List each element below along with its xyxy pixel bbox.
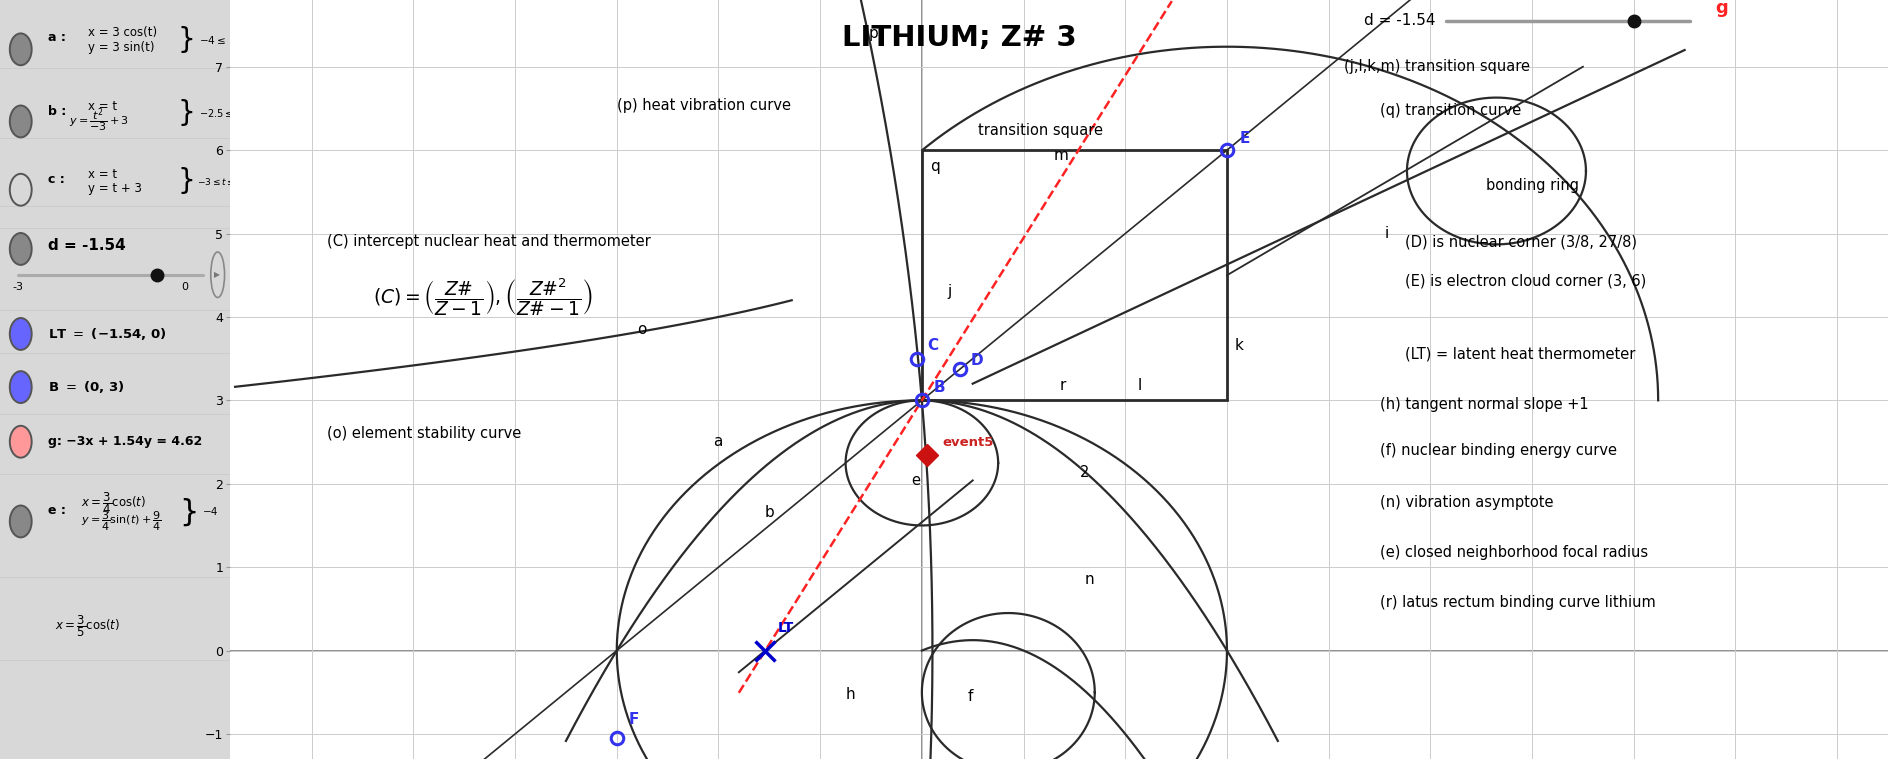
- Text: F: F: [629, 712, 640, 727]
- Text: LITHIUM; Z# 3: LITHIUM; Z# 3: [842, 24, 1076, 52]
- Text: (LT) = latent heat thermometer: (LT) = latent heat thermometer: [1405, 347, 1635, 361]
- Text: (f) nuclear binding energy curve: (f) nuclear binding energy curve: [1380, 442, 1616, 458]
- Ellipse shape: [9, 106, 32, 137]
- Text: $x = \dfrac{3}{5}\cos(t)$: $x = \dfrac{3}{5}\cos(t)$: [55, 613, 121, 639]
- Text: (C) intercept nuclear heat and thermometer: (C) intercept nuclear heat and thermomet…: [327, 234, 651, 249]
- Text: (o) element stability curve: (o) element stability curve: [327, 426, 521, 441]
- Ellipse shape: [9, 371, 32, 403]
- Text: x = 3 cos(t): x = 3 cos(t): [87, 26, 157, 39]
- Text: (h) tangent normal slope +1: (h) tangent normal slope +1: [1380, 397, 1588, 411]
- Ellipse shape: [9, 426, 32, 458]
- Ellipse shape: [9, 505, 32, 537]
- Text: a :: a :: [49, 30, 66, 44]
- Text: d = -1.54: d = -1.54: [1363, 14, 1435, 28]
- Text: transition square: transition square: [978, 123, 1103, 138]
- Text: g: g: [1714, 0, 1728, 17]
- Text: (q) transition curve: (q) transition curve: [1380, 103, 1520, 118]
- Text: ▶: ▶: [213, 270, 221, 279]
- Text: (e) closed neighborhood focal radius: (e) closed neighborhood focal radius: [1380, 545, 1648, 560]
- Text: y = 3 sin(t): y = 3 sin(t): [87, 41, 155, 55]
- Text: 2: 2: [1080, 465, 1089, 480]
- Text: $-4\leq$ t: $-4\leq$ t: [200, 34, 236, 46]
- Text: }: }: [177, 27, 194, 54]
- Ellipse shape: [9, 233, 32, 265]
- Text: B: B: [935, 380, 946, 395]
- Text: r: r: [1059, 378, 1065, 393]
- Text: p: p: [868, 26, 878, 40]
- Text: i: i: [1384, 225, 1390, 241]
- Text: }: }: [177, 168, 194, 195]
- Text: m: m: [1054, 148, 1069, 163]
- Text: $y=\dfrac{t^2}{-3}+3$: $y=\dfrac{t^2}{-3}+3$: [70, 107, 128, 134]
- Text: (p) heat vibration curve: (p) heat vibration curve: [617, 98, 791, 113]
- Text: l: l: [1137, 378, 1142, 393]
- Text: −4: −4: [202, 507, 219, 518]
- Text: a: a: [714, 434, 723, 449]
- Text: e :: e :: [49, 504, 66, 518]
- Text: C: C: [927, 339, 938, 353]
- Text: h: h: [846, 687, 855, 702]
- Ellipse shape: [9, 33, 32, 65]
- Text: g: −3x + 1.54y = 4.62: g: −3x + 1.54y = 4.62: [49, 435, 202, 449]
- Text: LT $=$ (−1.54, 0): LT $=$ (−1.54, 0): [49, 326, 166, 342]
- Text: (j,l,k,m) transition square: (j,l,k,m) transition square: [1344, 59, 1529, 74]
- Text: $y=\dfrac{3}{4}\sin(t)+\dfrac{9}{4}$: $y=\dfrac{3}{4}\sin(t)+\dfrac{9}{4}$: [81, 510, 160, 533]
- Text: c :: c :: [49, 173, 64, 187]
- Text: }: }: [179, 498, 198, 527]
- Text: j: j: [948, 284, 952, 299]
- Text: y = t + 3: y = t + 3: [87, 181, 142, 195]
- Text: n: n: [1084, 572, 1095, 587]
- Text: f: f: [969, 688, 972, 704]
- Text: $(C) = \left(\dfrac{Z\#}{Z-1}\right), \left(\dfrac{Z\#^2}{Z\#-1}\right)$: $(C) = \left(\dfrac{Z\#}{Z-1}\right), \l…: [372, 277, 593, 318]
- Text: event5: event5: [942, 436, 993, 449]
- Text: LT: LT: [778, 621, 793, 635]
- Text: 0: 0: [181, 282, 187, 292]
- Text: (D) is nuclear corner (3/8, 27/8): (D) is nuclear corner (3/8, 27/8): [1405, 234, 1637, 249]
- Text: o: o: [636, 322, 646, 337]
- Text: q: q: [931, 159, 940, 174]
- Text: x = t: x = t: [87, 99, 117, 113]
- Text: (r) latus rectum binding curve lithium: (r) latus rectum binding curve lithium: [1380, 595, 1656, 610]
- Text: }: }: [177, 99, 194, 127]
- Text: k: k: [1235, 339, 1244, 353]
- Text: (n) vibration asymptote: (n) vibration asymptote: [1380, 495, 1554, 510]
- Text: $-2.5\leq$: $-2.5\leq$: [200, 107, 234, 119]
- Text: D: D: [970, 353, 984, 368]
- Text: $-3\leq t\leq 5$: $-3\leq t\leq 5$: [196, 176, 244, 187]
- Text: d = -1.54: d = -1.54: [49, 238, 126, 253]
- Text: bonding ring: bonding ring: [1486, 178, 1578, 194]
- Text: (E) is electron cloud corner (3, 6): (E) is electron cloud corner (3, 6): [1405, 273, 1646, 288]
- Text: x = t: x = t: [87, 168, 117, 181]
- Text: -3: -3: [13, 282, 25, 292]
- Text: b: b: [765, 505, 774, 520]
- Text: b :: b :: [49, 105, 66, 118]
- Text: e: e: [912, 474, 921, 489]
- Ellipse shape: [9, 318, 32, 350]
- Text: B $=$ (0, 3): B $=$ (0, 3): [49, 379, 125, 395]
- Bar: [921, 150, 1227, 400]
- Text: $x=\dfrac{3}{4}\cos(t)$: $x=\dfrac{3}{4}\cos(t)$: [81, 490, 145, 516]
- Text: E: E: [1239, 131, 1250, 146]
